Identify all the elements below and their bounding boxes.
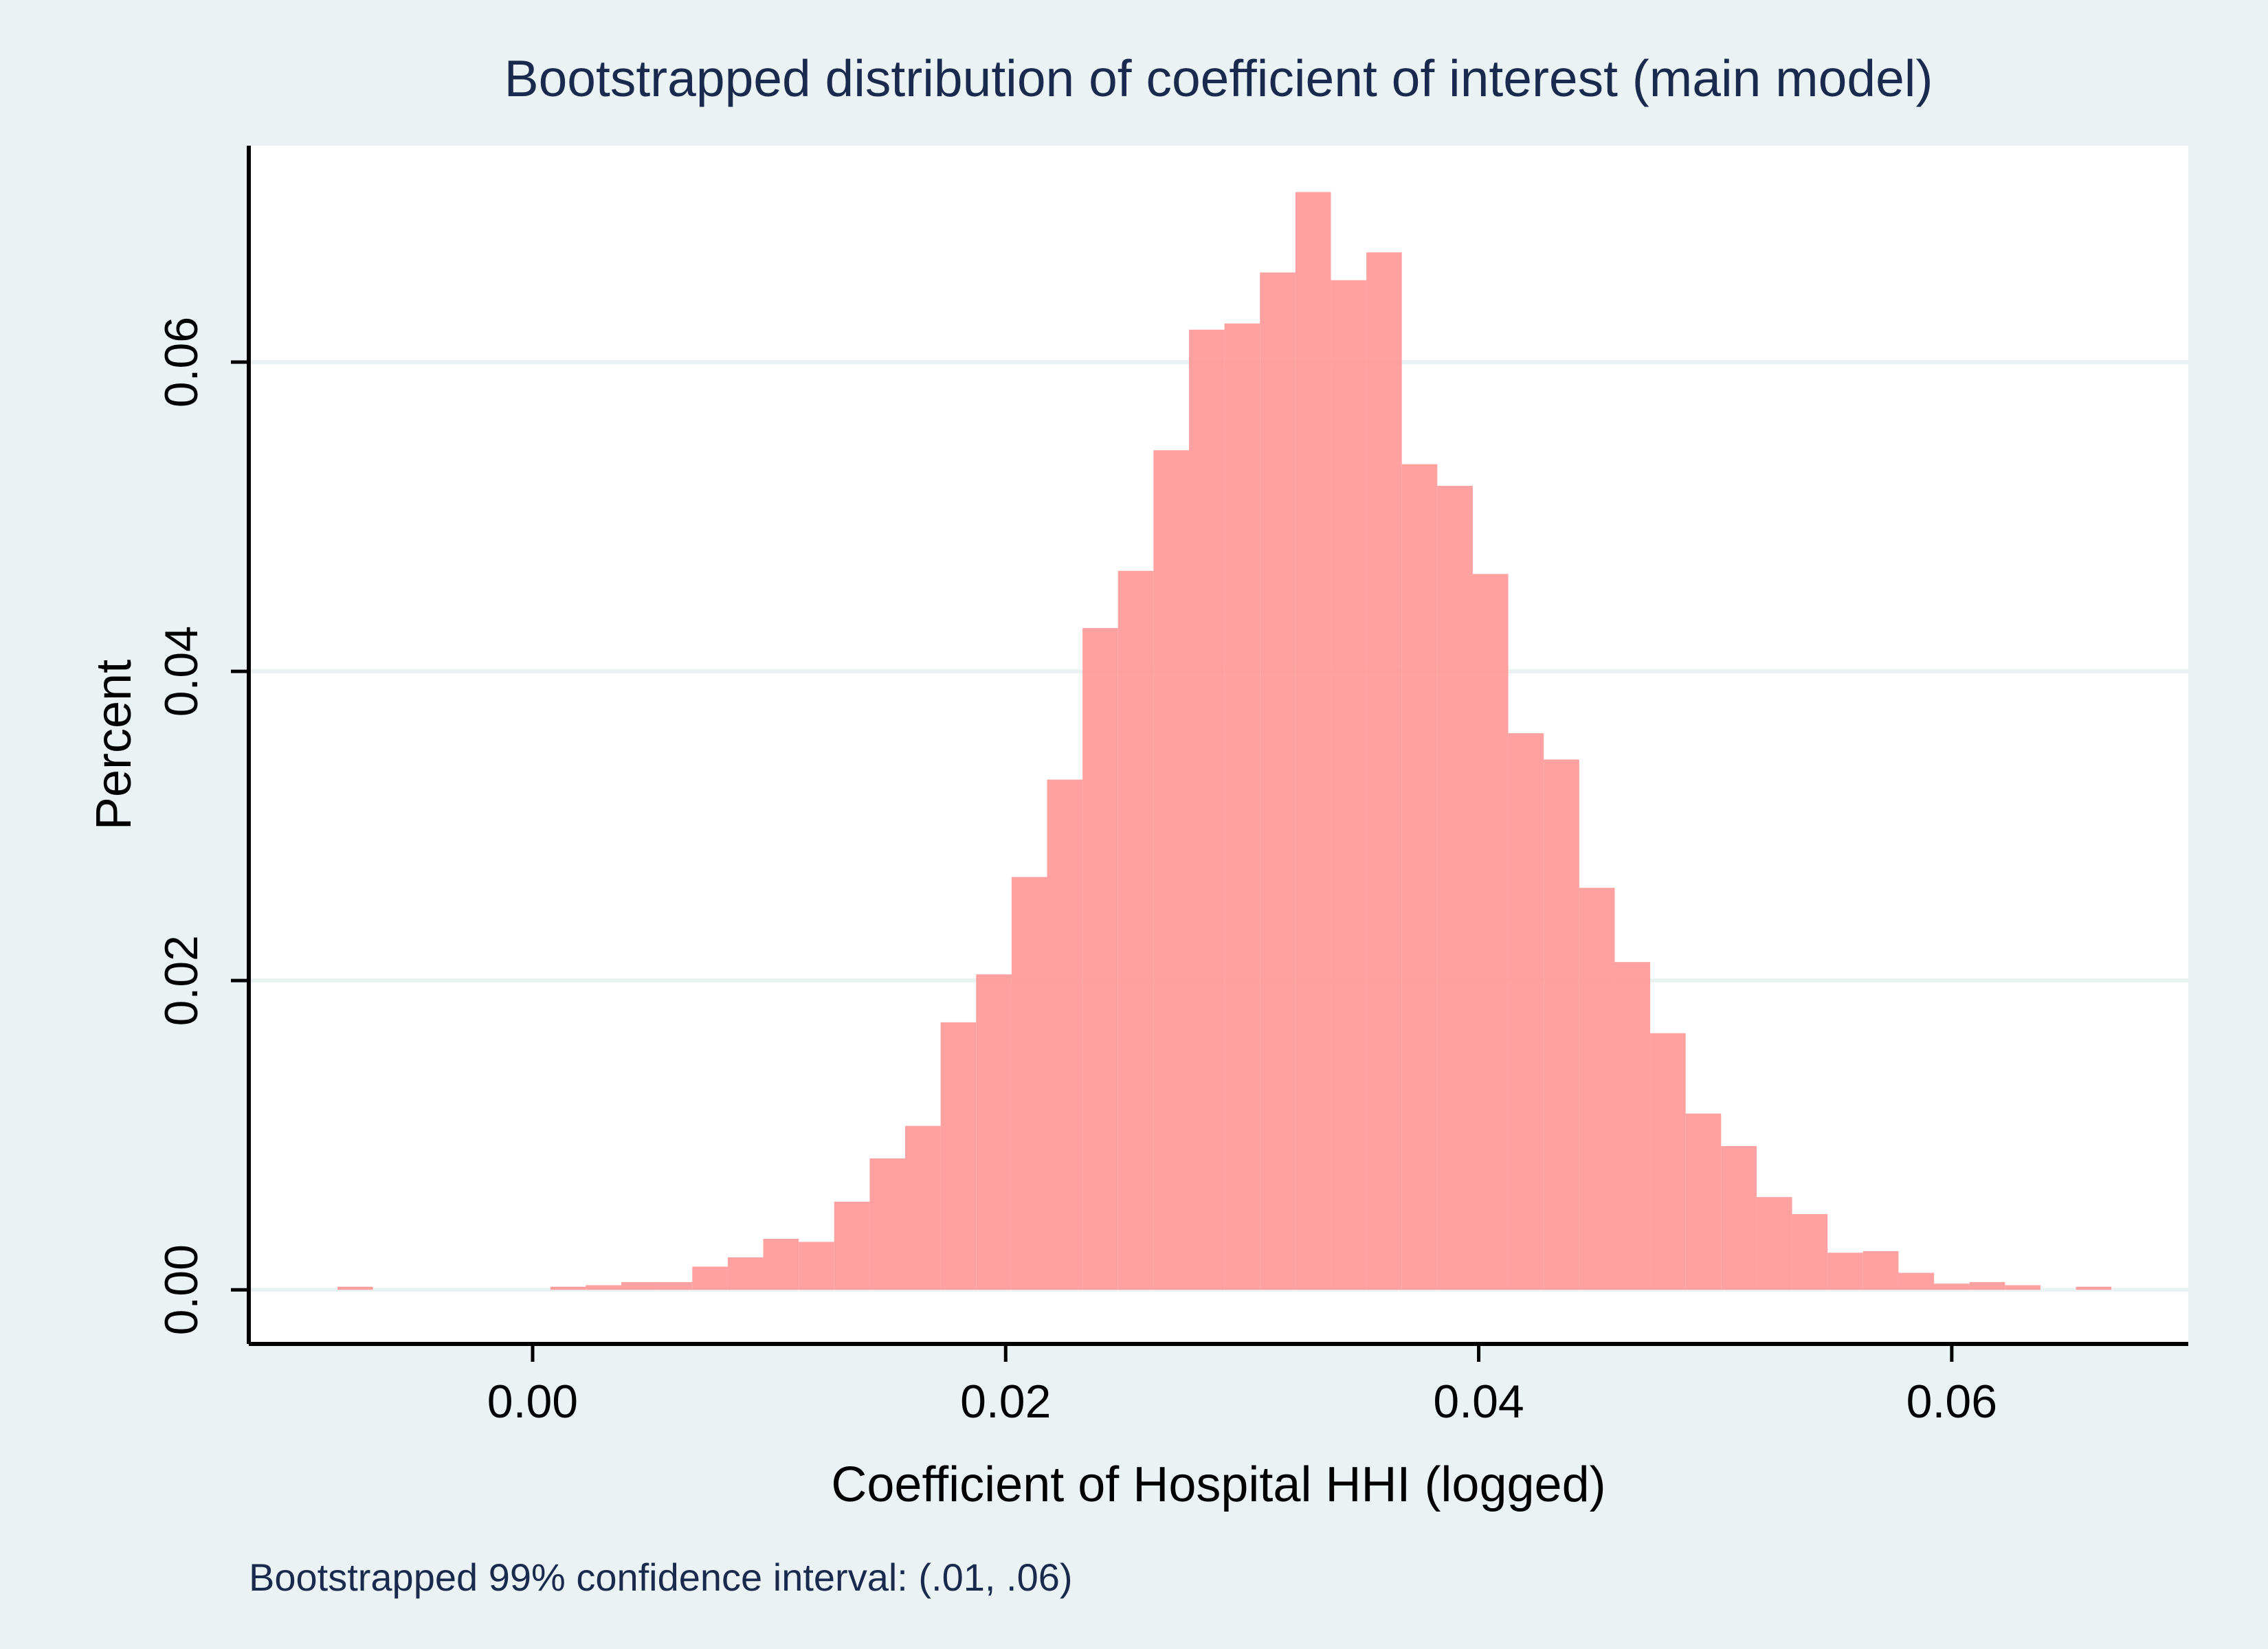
x-tick-label-2: 0.04 [1433,1376,1524,1428]
histogram-bar-40 [1934,1283,1970,1290]
histogram-bar-10 [869,1158,906,1290]
y-ticks: 0.00 0.02 0.04 0.06 [155,317,249,1335]
x-axis-title: Coefficient of Hospital HHI (logged) [831,1457,1605,1512]
histogram-bar-0 [337,1286,373,1290]
x-tick-label-0: 0.00 [487,1376,578,1428]
histogram-bar-3 [621,1281,657,1290]
histogram-bar-1 [550,1286,586,1290]
histogram-bar-39 [1898,1272,1935,1290]
histogram-bar-38 [1863,1250,1899,1290]
x-tick-label-1: 0.02 [960,1376,1051,1428]
histogram-bar-26 [1437,486,1473,1290]
histogram-bar-22 [1295,192,1331,1290]
histogram-bar-34 [1721,1145,1757,1290]
histogram-bar-19 [1188,329,1225,1290]
histogram-bar-37 [1827,1253,1863,1290]
histogram-bar-32 [1650,1033,1686,1290]
histogram-bar-35 [1756,1197,1792,1290]
histogram-bar-42 [2005,1285,2041,1290]
histogram-bar-16 [1082,628,1118,1290]
histogram-bar-11 [905,1125,941,1290]
histogram-bar-31 [1614,962,1651,1290]
histogram-bar-25 [1401,464,1438,1290]
y-tick-label-2: 0.04 [155,626,208,717]
histogram-bar-28 [1508,733,1544,1290]
y-tick-label-1: 0.02 [155,935,208,1026]
histogram-bar-6 [727,1257,764,1290]
histogram-bar-18 [1153,450,1189,1290]
x-tick-label-3: 0.06 [1906,1376,1997,1428]
histogram-bar-23 [1331,280,1367,1290]
axes [247,146,2188,1346]
histogram-bar-33 [1685,1113,1722,1290]
chart-title: Bootstrapped distribution of coefficient… [504,49,1933,107]
histogram-bar-13 [976,974,1012,1290]
x-ticks: 0.00 0.02 0.04 0.06 [487,1344,1997,1428]
histogram-bar-14 [1011,877,1047,1290]
y-axis-title: Percent [87,660,142,830]
histogram-bar-7 [763,1238,799,1290]
histogram-bar-12 [940,1022,977,1290]
y-tick-label-3: 0.06 [155,317,208,407]
histogram-bar-41 [1969,1281,2005,1290]
histogram-bar-21 [1260,272,1296,1290]
histogram-bars [337,192,2112,1290]
histogram-bar-36 [1792,1213,1828,1290]
histogram-bar-29 [1544,759,1579,1290]
y-tick-label-0: 0.00 [155,1244,208,1335]
histogram-bar-4 [656,1281,693,1290]
histogram-bar-15 [1047,779,1083,1290]
histogram-bar-5 [692,1266,728,1290]
histogram-bar-17 [1118,570,1154,1290]
histogram-bar-2 [586,1285,622,1290]
histogram-bar-20 [1224,323,1260,1290]
histogram-bar-27 [1472,574,1509,1290]
histogram-bar-9 [834,1201,870,1290]
chart-note: Bootstrapped 99% confidence interval: (.… [249,1556,1073,1599]
histogram-bar-24 [1366,252,1402,1290]
histogram-bar-43 [2076,1286,2112,1290]
histogram-bar-8 [799,1242,834,1290]
histogram-bar-30 [1579,888,1615,1290]
